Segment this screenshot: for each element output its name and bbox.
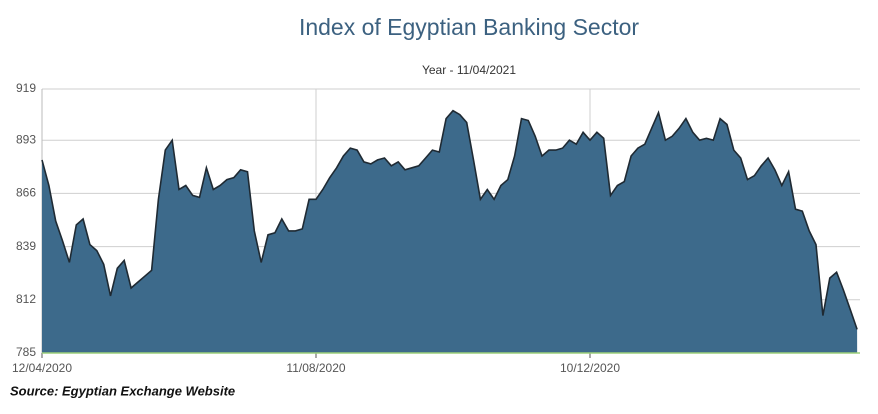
y-tick-label: 893 xyxy=(16,132,36,146)
source-note: Source: Egyptian Exchange Website xyxy=(10,383,235,398)
y-tick-label: 839 xyxy=(16,239,36,253)
x-tick-label: 11/08/2020 xyxy=(286,361,345,375)
y-tick-label: 919 xyxy=(16,81,36,95)
chart-subtitle: Year - 11/04/2021 xyxy=(422,63,516,77)
x-tick-label: 10/12/2020 xyxy=(560,361,620,375)
y-tick-label: 866 xyxy=(16,186,36,200)
line xyxy=(41,109,858,330)
chart-title: Index of Egyptian Banking Sector xyxy=(299,14,639,40)
y-tick-label: 785 xyxy=(16,345,36,359)
y-tick-label: 812 xyxy=(16,292,36,306)
area xyxy=(42,110,858,353)
x-tick-label: 12/04/2020 xyxy=(12,361,72,375)
